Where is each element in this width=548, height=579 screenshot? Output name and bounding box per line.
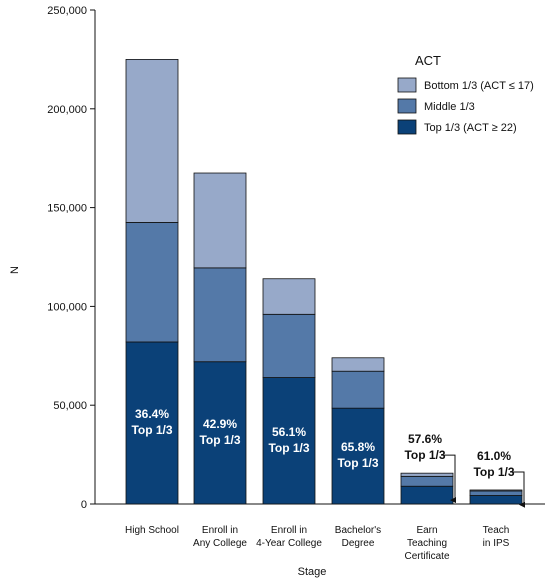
legend-label: Middle 1/3 xyxy=(424,101,475,113)
y-tick-label: 200,000 xyxy=(47,104,87,116)
x-category-label: Enroll in Any College xyxy=(193,525,247,549)
legend-label: Bottom 1/3 (ACT ≤ 17) xyxy=(424,80,534,92)
bar-segment-top xyxy=(331,407,385,505)
annotation-arrow xyxy=(441,454,456,504)
x-category-label: Earn Teaching Certificate xyxy=(404,525,449,562)
bar-segment-top xyxy=(125,341,179,505)
x-axis-title: Stage xyxy=(298,566,327,578)
legend-swatch xyxy=(397,119,417,135)
bar-annotation-label: 61.0% xyxy=(477,449,511,463)
x-category-label-line: 4-Year College xyxy=(256,538,322,549)
y-tick-label: 250,000 xyxy=(47,5,87,17)
y-tick-label: 150,000 xyxy=(47,203,87,215)
bar-segment-middle xyxy=(193,267,247,363)
bar-segment-top xyxy=(469,495,523,505)
bar-segment-bottom xyxy=(262,278,316,315)
bar-annotation-label: 65.8% xyxy=(341,440,375,454)
y-axis: 0 50,000 100,000 150,000 200,000 250,000 xyxy=(47,5,95,511)
y-axis-title: N xyxy=(9,266,21,274)
y-tick-label: 100,000 xyxy=(47,301,87,313)
x-category-label-line: Teaching xyxy=(407,538,447,549)
x-category-label-line: Any College xyxy=(193,538,247,549)
bar-segment-middle xyxy=(262,313,316,378)
x-category-label: Bachelor's Degree xyxy=(335,525,381,549)
x-category-label-line: Teach xyxy=(483,525,510,536)
x-category-label: High School xyxy=(125,525,179,536)
legend-swatch xyxy=(397,98,417,114)
bar-annotation-label: Top 1/3 xyxy=(199,433,240,447)
bar-annotation-label: 57.6% xyxy=(408,432,442,446)
legend-title: ACT xyxy=(415,53,441,68)
bar-segment-top xyxy=(400,485,454,505)
y-tick-label: 50,000 xyxy=(53,400,87,412)
x-category-label-line: Earn xyxy=(416,525,437,536)
annotation-arrow xyxy=(510,471,525,508)
x-category-label-line: High School xyxy=(125,525,179,536)
x-category-label-line: Bachelor's xyxy=(335,525,381,536)
bar-segment-middle xyxy=(331,370,385,409)
bar-annotation-label: Top 1/3 xyxy=(131,423,172,437)
x-category-label-line: Degree xyxy=(342,538,375,549)
x-category-label: Teach in IPS xyxy=(483,525,510,549)
legend-swatch xyxy=(397,77,417,93)
bar-annotation-label: Top 1/3 xyxy=(268,441,309,455)
x-category-label-line: Certificate xyxy=(404,551,449,562)
x-category-label-line: in IPS xyxy=(483,538,510,549)
x-category-label: Enroll in 4-Year College xyxy=(256,525,322,549)
bar-annotation-label: 36.4% xyxy=(135,407,169,421)
bar-segment-middle xyxy=(125,222,179,343)
bar-annotation-label: 42.9% xyxy=(203,417,237,431)
bar-segment-middle xyxy=(469,490,523,496)
bar-annotation-label: Top 1/3 xyxy=(404,448,445,462)
y-tick-label: 0 xyxy=(81,499,87,511)
x-category-label-line: Enroll in xyxy=(271,525,307,536)
bar-segment-bottom xyxy=(193,172,247,269)
x-category-label-line: Enroll in xyxy=(202,525,238,536)
bars xyxy=(125,59,523,505)
bar-segment-middle xyxy=(400,475,454,487)
bar-segment-bottom xyxy=(469,489,523,492)
bar-segment-bottom xyxy=(400,472,454,477)
legend-label: Top 1/3 (ACT ≥ 22) xyxy=(424,122,517,134)
bar-annotation-label: Top 1/3 xyxy=(337,456,378,470)
bar-segment-bottom xyxy=(331,357,385,372)
legend: ACT Bottom 1/3 (ACT ≤ 17) Middle 1/3 Top 1/… xyxy=(397,53,534,135)
bar-annotation-label: 56.1% xyxy=(272,425,306,439)
bar-segment-top xyxy=(193,361,247,505)
bar-annotation-label: Top 1/3 xyxy=(473,465,514,479)
bar-segment-bottom xyxy=(125,59,179,223)
bar-annotations: 36.4% Top 1/3 42.9% Top 1/3 56.1% Top 1/3 65.8… xyxy=(131,407,525,508)
